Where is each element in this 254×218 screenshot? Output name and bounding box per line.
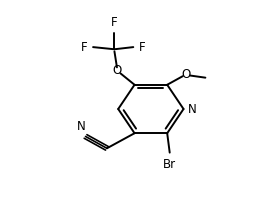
Text: Br: Br: [163, 158, 176, 171]
Text: O: O: [112, 64, 122, 77]
Text: F: F: [81, 41, 87, 54]
Text: N: N: [77, 120, 85, 133]
Text: N: N: [187, 102, 196, 116]
Text: F: F: [111, 16, 118, 29]
Text: O: O: [181, 68, 191, 81]
Text: F: F: [139, 41, 146, 54]
